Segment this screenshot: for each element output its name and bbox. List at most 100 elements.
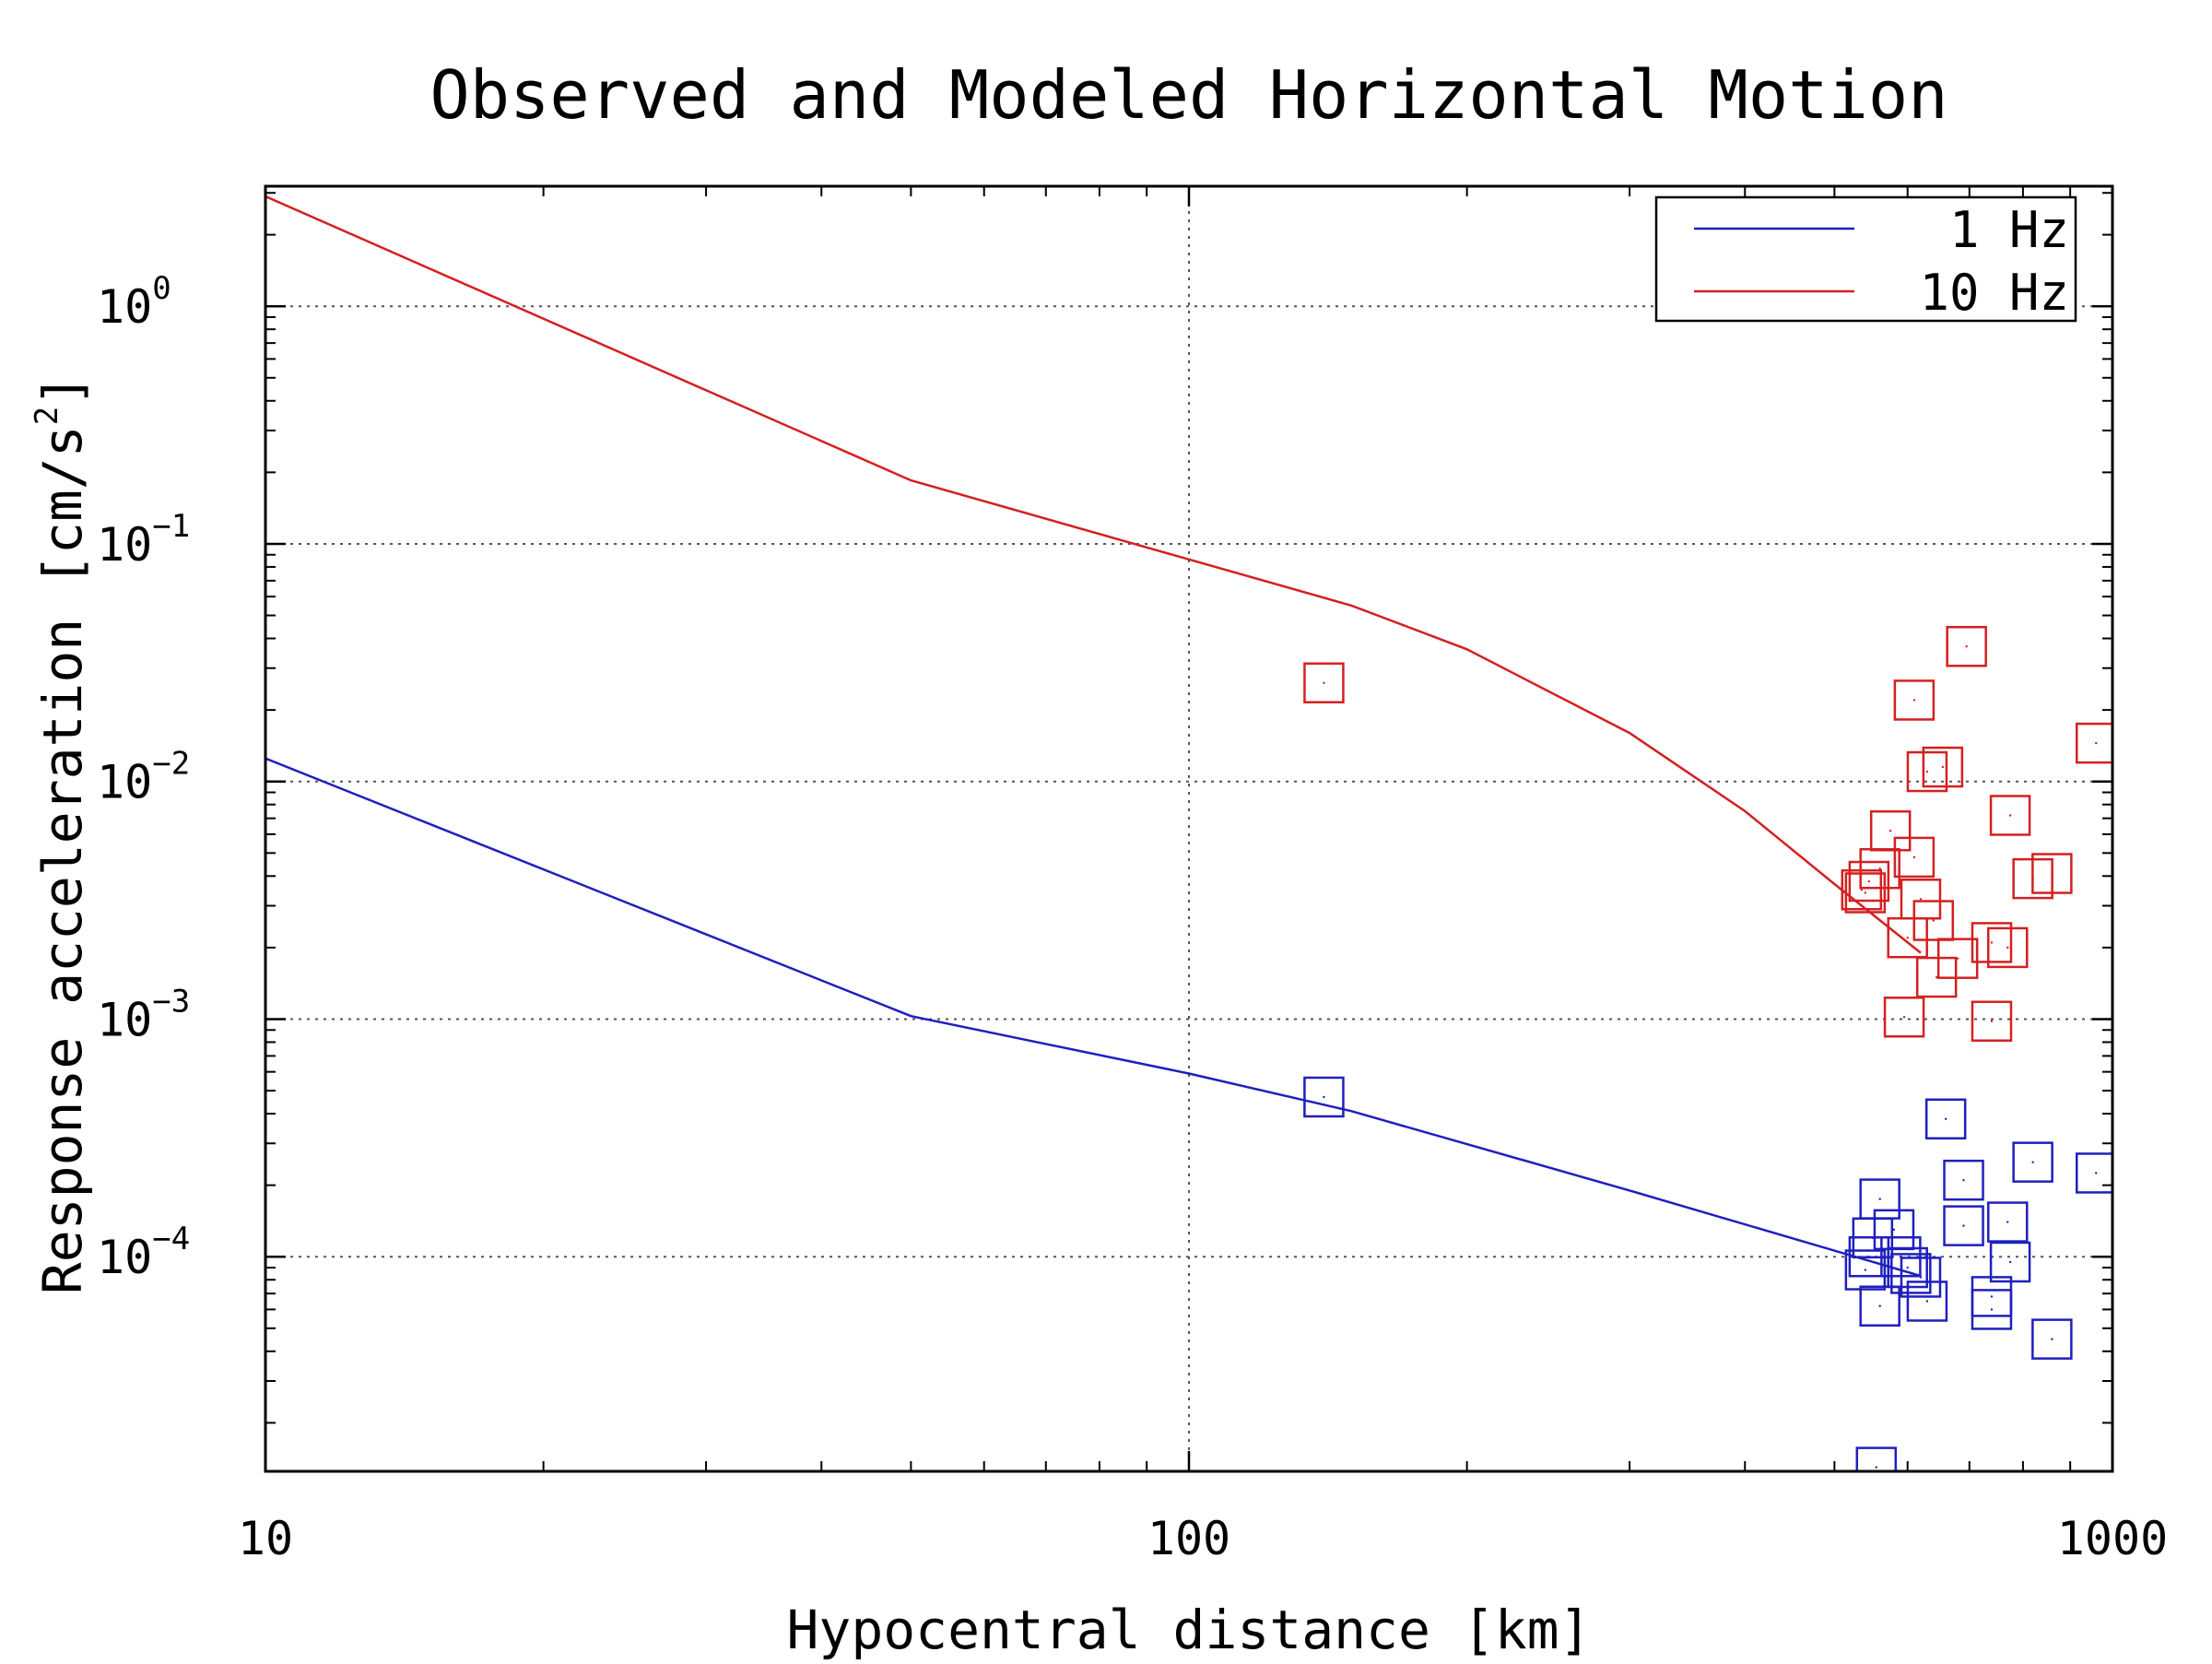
observed-point-1hz (1987, 1201, 2029, 1243)
observed-point-center-1hz (1962, 1224, 1965, 1227)
observed-point-center-1hz (1919, 1276, 1923, 1279)
x-axis-label: Hypocentral distance [km] (787, 1599, 1592, 1659)
observed-point-10hz (2075, 722, 2112, 764)
observed-point-1hz (1924, 1098, 1967, 1140)
observed-point-10hz (1883, 997, 1925, 1038)
observed-point-center-1hz (1962, 1178, 1965, 1182)
observed-point-10hz (2031, 853, 2073, 894)
observed-point-center-10hz (1878, 867, 1881, 870)
x-tick-label: 1000 (2057, 1512, 2168, 1565)
observed-point-1hz (2075, 1152, 2112, 1194)
observed-point-1hz (1859, 1285, 1900, 1327)
x-tick-label: 10 (238, 1512, 293, 1565)
y-axis-label-main: Response acceleration [cm/s (31, 425, 94, 1294)
observed-point-center-10hz (1864, 891, 1867, 894)
grid-lines (265, 186, 2112, 1471)
y-axis-label: Response acceleration [cm/s2] (29, 374, 94, 1294)
observed-point-10hz (1946, 626, 1987, 667)
observed-point-1hz (1989, 1241, 2031, 1283)
y-tick-label: 10−1 (97, 508, 190, 572)
observed-point-center-10hz (1888, 830, 1892, 832)
observed-point-1hz (1890, 1253, 1932, 1294)
observed-point-10hz (1989, 795, 2031, 836)
legend-label-10hz: 10 Hz (1919, 264, 2069, 322)
observed-point-center-10hz (1906, 937, 1909, 939)
model-line-10hz (265, 195, 1922, 954)
legend-label-1hz: 1 Hz (1949, 201, 2069, 259)
observed-point-1hz (1900, 1257, 1942, 1298)
y-axis-label-superscript: 2 (29, 407, 65, 425)
y-axis-label-close: ] (31, 374, 94, 407)
observed-point-center-1hz (1990, 1295, 1994, 1298)
observed-point-center-1hz (1864, 1269, 1867, 1271)
observed-point-10hz (1844, 872, 1887, 914)
chart-title: Observed and Modeled Horizontal Motion (429, 56, 1947, 134)
observed-point-center-10hz (1990, 941, 1994, 944)
x-tick-labels: 10 100 1000 (238, 1512, 2168, 1565)
observed-point-10hz (1915, 956, 1958, 998)
observed-point-center-10hz (2095, 741, 2098, 745)
observed-point-center-1hz (1867, 1256, 1871, 1258)
observed-point-10hz (1912, 900, 1955, 941)
observed-point-center-10hz (1956, 957, 1959, 960)
observed-point-10hz (1303, 662, 1345, 704)
model-line-1hz (265, 757, 1922, 1278)
observed-point-1hz (1943, 1205, 1984, 1246)
observed-point-center-1hz (1910, 1272, 1912, 1275)
observed-point-1hz (1844, 1249, 1887, 1291)
plot-frame (264, 184, 2114, 1473)
observed-point-1hz (1943, 1159, 1984, 1201)
observed-point-1hz (1303, 1076, 1345, 1118)
observed-point-10hz (1971, 922, 2013, 963)
observed-point-center-1hz (1878, 1304, 1881, 1307)
observed-point-10hz (1987, 926, 2029, 969)
observed-point-center-10hz (1990, 1020, 1994, 1022)
observed-point-1hz (2012, 1141, 2053, 1183)
observed-point-1hz (1906, 1280, 1948, 1322)
observed-point-1hz (1848, 1235, 1890, 1278)
legend: 1 Hz 10 Hz (1654, 195, 2077, 323)
observed-point-center-10hz (1925, 770, 1929, 773)
observed-point-10hz (1922, 746, 1964, 788)
observed-point-center-1hz (1878, 1198, 1881, 1200)
observed-point-center-1hz (1906, 1266, 1909, 1269)
observed-point-center-1hz (1944, 1117, 1947, 1120)
observed-point-center-10hz (1941, 765, 1945, 769)
observed-point-10hz (1841, 868, 1883, 911)
observed-point-1hz (1971, 1289, 2013, 1330)
observed-point-center-1hz (1875, 1466, 1877, 1469)
observed-point-center-10hz (2006, 946, 2009, 950)
y-tick-label: 10−2 (97, 746, 190, 809)
observed-point-center-10hz (1860, 889, 1864, 891)
observed-point-center-10hz (1919, 898, 1923, 901)
observed-point-center-10hz (1965, 645, 1968, 648)
observed-point-center-1hz (2008, 1260, 2012, 1264)
observed-point-center-1hz (1925, 1300, 1929, 1303)
observed-point-center-1hz (2051, 1338, 2053, 1340)
observed-point-center-10hz (1323, 681, 1325, 684)
observed-point-10hz (1971, 1000, 2013, 1042)
observed-point-10hz (1893, 679, 1936, 721)
observed-point-1hz (2031, 1318, 2073, 1360)
x-tick-label: 100 (1147, 1512, 1230, 1565)
observed-point-center-1hz (2031, 1161, 2034, 1163)
observed-point-center-1hz (2006, 1221, 2009, 1223)
y-tick-label: 100 (97, 270, 171, 334)
observed-point-1hz (1855, 1446, 1898, 1471)
observed-point-10hz (1906, 750, 1948, 793)
y-tick-labels: 100 10−1 10−2 10−3 10−4 (97, 270, 190, 1284)
y-tick-label: 10−3 (97, 983, 190, 1046)
observed-point-center-10hz (1935, 975, 1938, 979)
observed-point-center-10hz (1902, 1016, 1906, 1019)
observed-point-10hz (1848, 860, 1890, 903)
observed-point-10hz (1887, 916, 1928, 959)
observed-point-center-1hz (1323, 1095, 1325, 1099)
observed-point-center-10hz (2051, 872, 2053, 875)
observed-point-center-10hz (1912, 699, 1916, 702)
observed-point-center-1hz (1892, 1228, 1896, 1232)
y-tick-label: 10−4 (97, 1221, 190, 1284)
legend-box (1654, 195, 2077, 323)
observed-point-center-10hz (1932, 919, 1935, 922)
